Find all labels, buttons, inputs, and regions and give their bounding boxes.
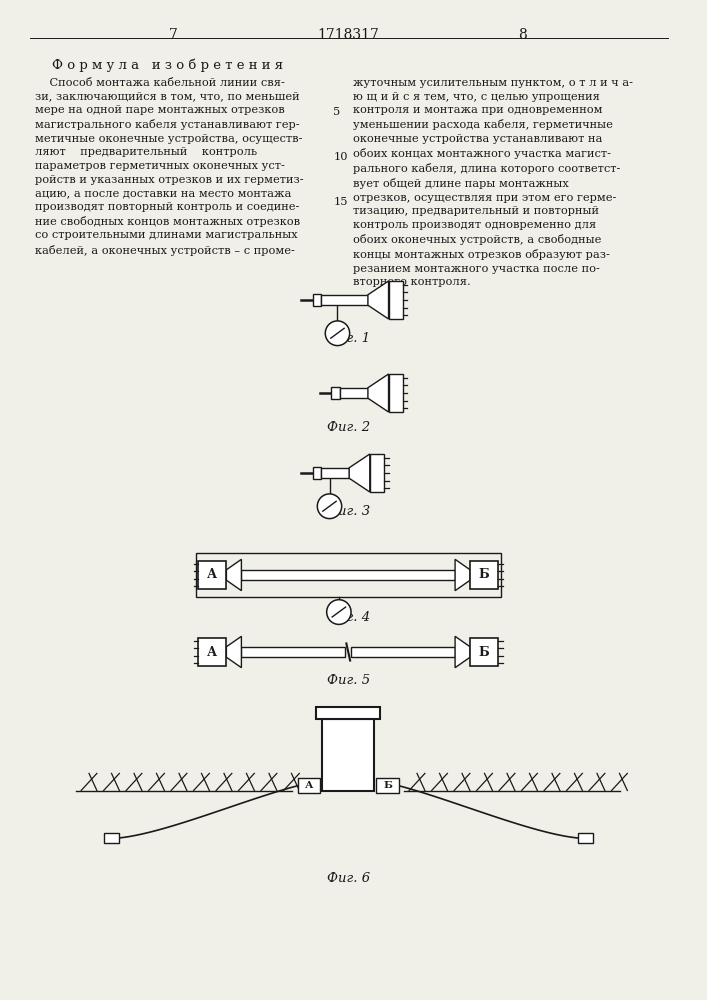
Text: Способ монтажа кабельной линии свя-
зи, заключающийся в том, что, по меньшей
мер: Способ монтажа кабельной линии свя- зи, … [35, 78, 303, 256]
Bar [241, 570, 455, 580]
Text: жуточным усилительным пунктом, о т л и ч а-
ю щ и й с я тем, что, с целью упроще: жуточным усилительным пунктом, о т л и ч… [354, 78, 633, 287]
Text: А: А [305, 781, 313, 790]
Text: Ф о р м у л а   и з о б р е т е н и я: Ф о р м у л а и з о б р е т е н и я [52, 58, 284, 72]
Bar [316, 707, 380, 719]
Bar [470, 638, 498, 666]
Polygon shape [349, 454, 370, 492]
Text: А: А [207, 568, 218, 582]
Text: Б: Б [479, 646, 489, 658]
Bar [376, 778, 399, 793]
Polygon shape [455, 636, 470, 668]
Polygon shape [226, 559, 241, 591]
Bar [198, 561, 226, 589]
Bar [332, 387, 340, 399]
Bar [340, 388, 368, 398]
Text: А: А [207, 646, 218, 658]
Text: Фиг. 5: Фиг. 5 [327, 674, 370, 687]
Bar [298, 778, 320, 793]
Bar [370, 454, 384, 492]
Text: Б: Б [383, 781, 392, 790]
Text: 5: 5 [334, 107, 341, 117]
Bar [196, 553, 501, 597]
Bar [351, 647, 455, 657]
Bar [321, 468, 349, 478]
Text: Фиг. 1: Фиг. 1 [327, 332, 370, 345]
Bar [104, 833, 119, 843]
Bar [312, 294, 321, 306]
Polygon shape [455, 559, 470, 591]
Circle shape [325, 321, 350, 346]
Polygon shape [368, 374, 389, 412]
Text: 7: 7 [169, 28, 178, 42]
Polygon shape [226, 636, 241, 668]
Polygon shape [368, 281, 389, 319]
Bar [389, 281, 402, 319]
Text: 1718317: 1718317 [317, 28, 379, 42]
Circle shape [317, 494, 341, 519]
Text: 8: 8 [518, 28, 527, 42]
Circle shape [327, 600, 351, 624]
Text: Фиг. 2: Фиг. 2 [327, 421, 370, 434]
Bar [241, 647, 346, 657]
Bar [312, 467, 321, 479]
Bar [321, 295, 368, 305]
Text: Фиг. 6: Фиг. 6 [327, 872, 370, 885]
Text: Фиг. 4: Фиг. 4 [327, 611, 370, 624]
Text: 15: 15 [334, 197, 348, 207]
Bar [578, 833, 593, 843]
Bar [470, 561, 498, 589]
Bar [389, 374, 402, 412]
Text: Б: Б [479, 568, 489, 582]
Bar [322, 719, 374, 790]
Bar [198, 638, 226, 666]
Text: 10: 10 [334, 152, 348, 162]
Text: Фиг. 3: Фиг. 3 [327, 505, 370, 518]
